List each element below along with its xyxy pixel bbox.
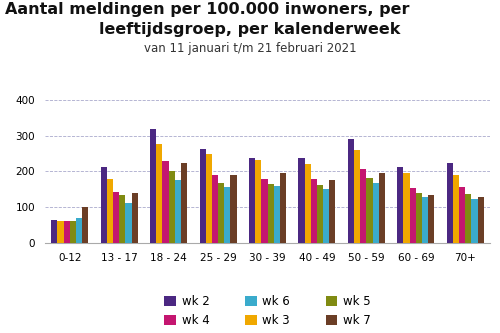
Bar (268, 184, 274, 243)
Bar (446, 163, 453, 243)
Bar (168, 171, 175, 243)
Bar (280, 173, 286, 243)
Bar (410, 187, 416, 243)
Bar (379, 172, 385, 243)
Bar (218, 183, 224, 243)
Bar (478, 196, 484, 243)
Bar (206, 154, 212, 243)
Bar (132, 193, 138, 243)
Bar (200, 149, 205, 243)
Bar (113, 192, 119, 243)
Bar (262, 178, 268, 243)
Bar (156, 144, 162, 243)
Bar (64, 221, 70, 243)
Bar (366, 177, 372, 243)
Bar (354, 150, 360, 243)
Bar (249, 158, 255, 243)
Bar (348, 139, 354, 243)
Bar (360, 169, 366, 243)
Bar (422, 197, 428, 243)
Bar (459, 187, 466, 243)
Bar (372, 183, 379, 243)
Legend: wk 2, wk 4, wk 6, wk 3, wk 5, wk 7: wk 2, wk 4, wk 6, wk 3, wk 5, wk 7 (164, 295, 371, 327)
Bar (100, 167, 107, 243)
Bar (311, 178, 317, 243)
Bar (323, 189, 330, 243)
Bar (398, 167, 404, 243)
Bar (230, 175, 236, 243)
Bar (304, 164, 311, 243)
Bar (162, 161, 168, 243)
Bar (107, 178, 113, 243)
Bar (298, 158, 304, 243)
Bar (70, 220, 76, 243)
Bar (51, 220, 58, 243)
Bar (175, 180, 181, 243)
Bar (472, 199, 478, 243)
Bar (453, 175, 459, 243)
Text: Aantal meldingen per 100.000 inwoners, per: Aantal meldingen per 100.000 inwoners, p… (5, 2, 409, 17)
Bar (404, 173, 409, 243)
Bar (255, 160, 262, 243)
Bar (119, 195, 126, 243)
Bar (150, 129, 156, 243)
Bar (82, 207, 88, 243)
Bar (212, 175, 218, 243)
Bar (126, 203, 132, 243)
Bar (428, 195, 434, 243)
Bar (330, 180, 336, 243)
Bar (317, 185, 323, 243)
Bar (274, 186, 280, 243)
Bar (58, 221, 64, 243)
Bar (416, 193, 422, 243)
Bar (181, 163, 187, 243)
Bar (76, 218, 82, 243)
Bar (466, 194, 471, 243)
Text: van 11 januari t/m 21 februari 2021: van 11 januari t/m 21 februari 2021 (144, 42, 356, 55)
Bar (224, 186, 230, 243)
Text: leeftijdsgroep, per kalenderweek: leeftijdsgroep, per kalenderweek (100, 22, 401, 37)
